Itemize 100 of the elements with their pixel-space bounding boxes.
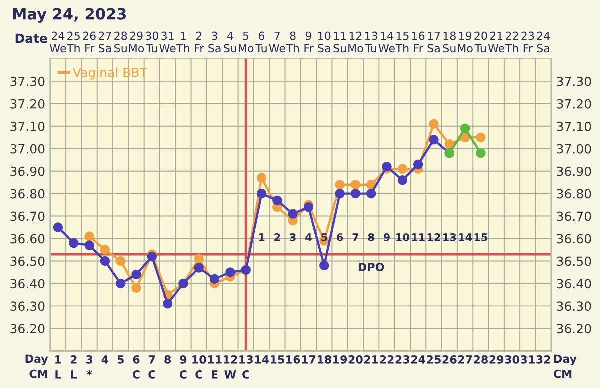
- point: [350, 188, 361, 199]
- x-tick-label: 26: [442, 356, 457, 364]
- x2-tick-label: 28 Su: [114, 32, 128, 53]
- x2-tick-label: 14 We: [378, 32, 396, 53]
- x-tick-label: 12 W: [224, 356, 238, 379]
- point: [382, 162, 392, 172]
- y-tick-label: 36.50: [10, 256, 45, 266]
- chart-title: May 24, 2023: [13, 8, 126, 23]
- x-tick-label: 11 E: [208, 356, 222, 379]
- x2-tick-label: 31 We: [160, 32, 176, 53]
- point: [162, 299, 173, 309]
- y-tick-label: 37.20: [10, 99, 45, 109]
- x-tick-label: 30: [505, 356, 520, 364]
- x-tick-label: 31: [520, 356, 535, 364]
- x-tick-label: 20: [348, 356, 363, 364]
- point: [398, 164, 408, 174]
- x2-tick-label: 4 Su: [224, 32, 236, 53]
- x-tick-label: 3 *: [86, 356, 93, 376]
- x2-tick-label: 25 Th: [66, 32, 80, 52]
- point: [398, 175, 408, 186]
- x-tick-label: 25: [427, 356, 441, 364]
- y2-tick-label: 36.20: [557, 324, 592, 334]
- point: [256, 173, 267, 183]
- y2-tick-label: 37.00: [557, 144, 592, 154]
- y-tick-label: 37.00: [10, 144, 45, 154]
- point: [194, 254, 204, 264]
- point: [116, 256, 126, 266]
- x2-tick-label: 15 Th: [396, 32, 409, 52]
- point: [256, 188, 267, 199]
- x-tick-label: 10 C: [192, 356, 206, 379]
- y-tick-label: 37.10: [10, 122, 45, 132]
- point: [304, 202, 314, 212]
- y-tick-label: 36.30: [10, 302, 45, 312]
- x-axis-title: Day CM: [26, 354, 48, 378]
- x-tick-label: 2 L: [70, 356, 78, 379]
- x2-tick-label: 20 Tu: [474, 32, 488, 53]
- x2-tick-label: 16 Fr: [412, 32, 425, 52]
- x-tick-label: 13 C: [240, 356, 253, 379]
- point: [53, 222, 64, 232]
- x-tick-label: 23: [396, 356, 410, 364]
- x2-tick-label: 6 Tu: [256, 32, 267, 53]
- y2-tick-label: 36.60: [557, 234, 592, 244]
- x-tick-label: 15: [270, 356, 284, 364]
- point: [429, 119, 439, 130]
- x2-tick-label: 26 Fr: [83, 32, 96, 52]
- x2-tick-label: 11 Su: [334, 32, 346, 53]
- x-tick-label: 24: [411, 356, 426, 364]
- x-tick-label: 14: [255, 356, 269, 364]
- y-tick-label: 36.20: [10, 324, 45, 334]
- point: [429, 135, 439, 145]
- point: [132, 283, 142, 294]
- x2-tick-label: 8 Th: [286, 32, 300, 52]
- x-tick-label: 7 C: [148, 356, 156, 379]
- y2-tick-label: 37.30: [557, 76, 592, 86]
- y-tick-label: 36.90: [10, 166, 45, 176]
- x2-tick-label: 18 Su: [443, 32, 456, 53]
- x-tick-label: 4: [102, 356, 109, 364]
- y-tick-label: 37.30: [10, 76, 45, 86]
- x-tick-label: 22: [380, 356, 394, 364]
- point: [335, 180, 345, 190]
- legend-label: Vaginal BBT: [73, 68, 148, 80]
- x2-tick-label: 3 Sa: [208, 32, 221, 53]
- point: [100, 245, 110, 255]
- y2-tick-label: 36.90: [557, 166, 592, 176]
- point: [460, 124, 470, 134]
- x-tick-label: 8: [164, 356, 171, 364]
- y2-tick-label: 36.30: [557, 302, 592, 312]
- text: 1 2 3 4 5 6 7 8 9 10 11 12 13 14 15: [259, 233, 488, 242]
- x-tick-label: 27: [458, 356, 472, 364]
- point: [476, 132, 486, 142]
- x2-tick-label: 24 Sa: [537, 32, 550, 53]
- x-tick-label: 29: [490, 356, 504, 364]
- x2-tick-label: 5 Mo: [239, 32, 254, 53]
- annotation: DPO: [358, 263, 384, 272]
- point: [288, 209, 298, 219]
- x2-tick-label: 24 We: [50, 32, 66, 53]
- x2-tick-label: 7 We: [269, 32, 286, 53]
- x2-tick-label: 10 Sa: [318, 32, 331, 53]
- x2-tick-label: 1 Th: [176, 32, 190, 52]
- point: [100, 256, 110, 266]
- point: [84, 240, 94, 250]
- y-tick-label: 36.80: [10, 189, 45, 199]
- y2-tick-label: 37.10: [557, 122, 592, 132]
- x2-tick-label: 29 Mo: [129, 32, 144, 53]
- x-tick-label: 16: [286, 356, 300, 364]
- point: [444, 140, 454, 150]
- x2-tick-label: 30 Tu: [146, 32, 158, 53]
- point: [272, 196, 282, 206]
- y-tick-label: 36.40: [10, 279, 45, 289]
- x-tick-label: 6 C: [132, 356, 140, 379]
- x2-tick-label: 21 We: [488, 32, 505, 53]
- x2-tick-label: 19 Mo: [458, 32, 473, 53]
- x2-axis-title: Date: [16, 34, 48, 44]
- x2-tick-label: 9 Fr: [304, 32, 314, 52]
- x-tick-label: 18: [318, 356, 332, 364]
- point: [226, 268, 236, 278]
- x-tick-label: 1 L: [56, 356, 62, 379]
- point: [476, 148, 486, 158]
- point: [335, 188, 345, 199]
- x2-tick-label: 13 Tu: [365, 32, 378, 53]
